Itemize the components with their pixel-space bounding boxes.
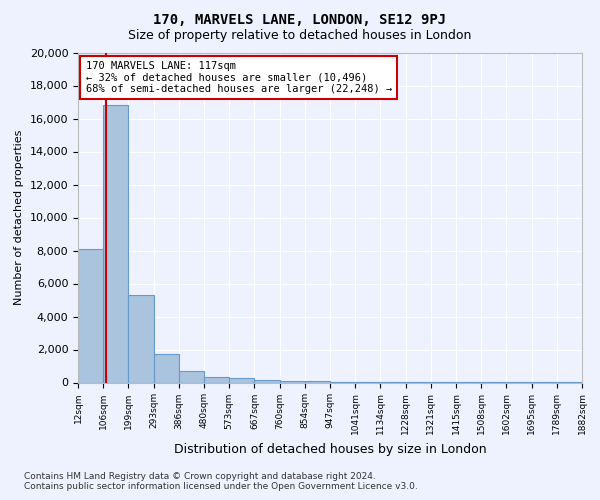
Bar xyxy=(254,380,280,382)
Text: 170, MARVELS LANE, LONDON, SE12 9PJ: 170, MARVELS LANE, LONDON, SE12 9PJ xyxy=(154,12,446,26)
Text: 170 MARVELS LANE: 117sqm
← 32% of detached houses are smaller (10,496)
68% of se: 170 MARVELS LANE: 117sqm ← 32% of detach… xyxy=(86,60,392,94)
Bar xyxy=(305,381,330,382)
Bar xyxy=(179,371,204,382)
X-axis label: Distribution of detached houses by size in London: Distribution of detached houses by size … xyxy=(173,442,487,456)
Bar xyxy=(229,378,254,382)
Y-axis label: Number of detached properties: Number of detached properties xyxy=(14,130,24,305)
Text: Contains HM Land Registry data © Crown copyright and database right 2024.
Contai: Contains HM Land Registry data © Crown c… xyxy=(24,472,418,491)
Bar xyxy=(204,376,229,382)
Bar xyxy=(103,106,128,382)
Bar xyxy=(154,354,179,382)
Bar xyxy=(280,381,305,382)
Bar xyxy=(78,249,103,382)
Bar xyxy=(128,295,154,382)
Text: Size of property relative to detached houses in London: Size of property relative to detached ho… xyxy=(128,29,472,42)
